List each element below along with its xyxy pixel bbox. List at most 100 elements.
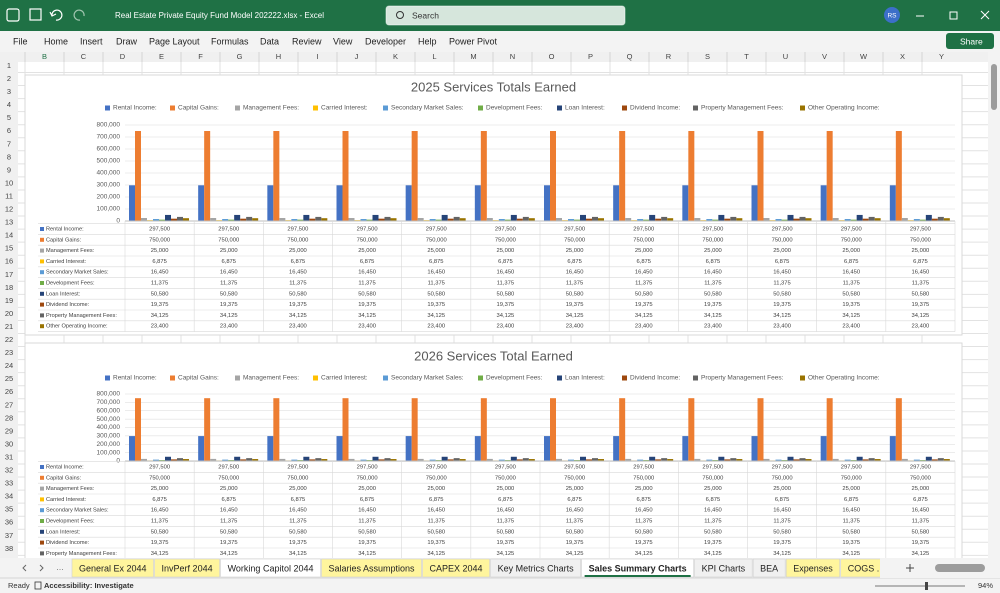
column-header[interactable]: C	[81, 52, 87, 61]
column-header[interactable]: D	[120, 52, 126, 61]
row-header[interactable]: 23	[5, 348, 13, 357]
sheet-tab[interactable]	[71, 558, 154, 578]
redo-icon[interactable]	[73, 9, 85, 21]
sheet-tab-label[interactable]: InvPerf 2044	[162, 563, 213, 573]
tab-more[interactable]: …	[56, 563, 64, 572]
row-header[interactable]: 31	[5, 452, 13, 461]
undo-icon[interactable]	[49, 9, 63, 21]
column-header[interactable]: P	[588, 52, 593, 61]
column-header[interactable]: N	[510, 52, 515, 61]
row-header[interactable]: 13	[5, 218, 13, 227]
column-header[interactable]: R	[666, 52, 672, 61]
row-header[interactable]: 10	[5, 178, 13, 187]
user-avatar[interactable]	[884, 7, 900, 23]
menu-item[interactable]: Home	[44, 36, 68, 46]
column-header[interactable]: Y	[939, 52, 944, 61]
row-header[interactable]: 26	[5, 387, 13, 396]
column-header[interactable]: M	[470, 52, 476, 61]
restore-button[interactable]	[949, 11, 958, 20]
menu-item[interactable]: Page Layout	[149, 36, 200, 46]
column-header[interactable]: B	[42, 52, 47, 61]
row-header[interactable]: 3	[7, 87, 11, 96]
row-header[interactable]: 24	[5, 361, 13, 370]
sheet-tab-label[interactable]: Salaries Assumptions	[328, 563, 415, 573]
menu-item[interactable]: Data	[260, 36, 279, 46]
row-header[interactable]: 17	[5, 270, 13, 279]
menu-item[interactable]: Power Pivot	[449, 36, 498, 46]
column-header[interactable]: E	[159, 52, 164, 61]
sheet-tab-label[interactable]: BEA	[760, 563, 778, 573]
add-sheet-button[interactable]	[906, 564, 914, 572]
menu-item[interactable]: Insert	[80, 36, 103, 46]
menu-item[interactable]: Draw	[116, 36, 138, 46]
row-header[interactable]: 6	[7, 126, 11, 135]
row-header[interactable]: 15	[5, 244, 13, 253]
sheet-tab[interactable]	[752, 558, 786, 578]
menu-item[interactable]: Help	[418, 36, 437, 46]
sheet-tab[interactable]	[490, 558, 581, 578]
row-header[interactable]: 19	[5, 296, 13, 305]
row-header[interactable]: 14	[5, 231, 13, 240]
row-header[interactable]: 28	[5, 413, 13, 422]
row-header[interactable]: 36	[5, 518, 13, 527]
search-box[interactable]	[385, 5, 626, 26]
column-header[interactable]: L	[432, 52, 436, 61]
column-header[interactable]: I	[316, 52, 318, 61]
sheet-tab-label[interactable]: COGS ...	[848, 563, 885, 573]
row-header[interactable]: 12	[5, 205, 13, 214]
sheet-tab[interactable]	[785, 558, 841, 578]
close-button[interactable]	[980, 10, 990, 20]
row-header[interactable]: 5	[7, 113, 11, 122]
sheet-tab[interactable]	[321, 558, 422, 578]
row-header[interactable]: 27	[5, 400, 13, 409]
menu-item[interactable]: Review	[292, 36, 322, 46]
vertical-scrollbar[interactable]	[988, 52, 1000, 558]
row-header[interactable]: 32	[5, 466, 13, 475]
row-header[interactable]: 16	[5, 257, 13, 266]
row-header[interactable]: 21	[5, 322, 13, 331]
sheet-tab-label[interactable]: Working Capitol 2044	[228, 563, 314, 573]
row-header[interactable]: 34	[5, 492, 13, 501]
row-header[interactable]: 20	[5, 309, 13, 318]
row-header[interactable]: 2	[7, 74, 11, 83]
row-header[interactable]: 22	[5, 335, 13, 344]
scroll-thumb[interactable]	[991, 64, 997, 110]
column-header[interactable]: G	[237, 52, 243, 61]
row-header[interactable]: 4	[7, 100, 11, 109]
zoom-level[interactable]: 94%	[978, 581, 993, 590]
column-header[interactable]: Q	[627, 52, 633, 61]
row-header[interactable]: 11	[5, 191, 13, 200]
status-accessibility[interactable]: Accessibility: Investigate	[44, 581, 134, 590]
row-header[interactable]: 8	[7, 152, 11, 161]
row-header[interactable]: 9	[7, 165, 11, 174]
menu-item[interactable]: File	[13, 36, 28, 46]
horizontal-scrollbar[interactable]	[935, 564, 985, 572]
sheet-tab[interactable]	[694, 558, 753, 578]
column-header[interactable]: T	[744, 52, 749, 61]
row-header[interactable]: 37	[5, 531, 13, 540]
row-header[interactable]: 25	[5, 374, 13, 383]
sheet-tab[interactable]	[422, 558, 490, 578]
row-header[interactable]: 7	[7, 139, 11, 148]
column-header[interactable]: O	[549, 52, 555, 61]
row-header[interactable]: 1	[7, 61, 11, 70]
sheet-tab-label[interactable]: Expenses	[793, 563, 833, 573]
column-header[interactable]: W	[860, 52, 868, 61]
column-header[interactable]: K	[393, 52, 398, 61]
column-header[interactable]: V	[822, 52, 827, 61]
row-header[interactable]: 29	[5, 426, 13, 435]
sheet-tab-label[interactable]: CAPEX 2044	[430, 563, 483, 573]
column-header[interactable]: U	[783, 52, 788, 61]
share-button[interactable]	[946, 33, 994, 49]
sheet-tab[interactable]	[220, 558, 321, 578]
column-header[interactable]: S	[705, 52, 710, 61]
row-header[interactable]: 38	[5, 544, 13, 553]
sheet-tab-label[interactable]: Sales Summary Charts	[589, 563, 687, 573]
menu-item[interactable]: View	[333, 36, 353, 46]
column-header[interactable]: X	[900, 52, 905, 61]
row-header[interactable]: 18	[5, 283, 13, 292]
sheet-tab[interactable]	[154, 558, 220, 578]
sheet-tab-label[interactable]: General Ex 2044	[79, 563, 147, 573]
menu-item[interactable]: Developer	[365, 36, 406, 46]
tab-nav-next[interactable]	[39, 564, 44, 572]
